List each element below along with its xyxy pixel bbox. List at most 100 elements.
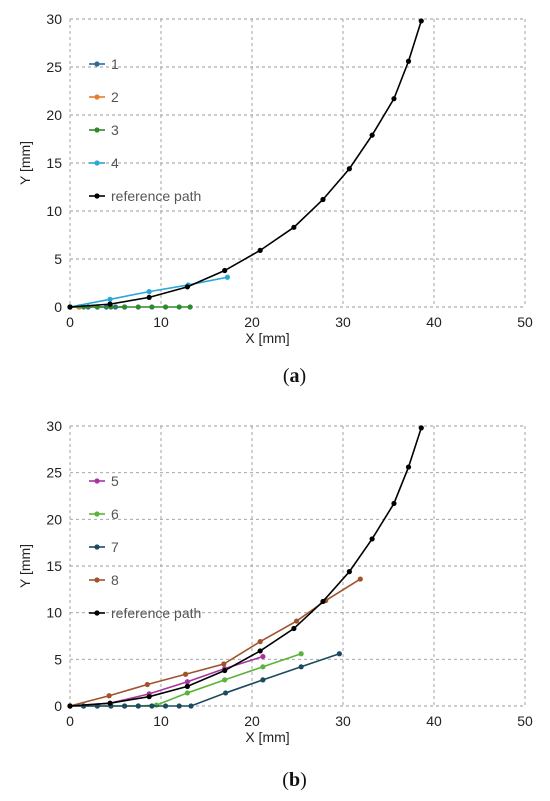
data-point	[223, 690, 229, 696]
y-tick-label: 30	[46, 11, 62, 27]
data-point	[135, 703, 141, 709]
data-point	[224, 274, 231, 280]
data-point	[257, 639, 263, 645]
y-tick-label: 20	[46, 511, 62, 527]
legend-swatch-marker	[94, 127, 100, 133]
data-point	[405, 464, 412, 470]
legend-label: 5	[111, 473, 119, 489]
data-point	[184, 683, 190, 690]
data-point	[146, 289, 152, 295]
x-tick-label: 50	[517, 713, 533, 729]
legend-label: 2	[111, 89, 119, 105]
data-point	[291, 224, 297, 230]
data-point	[260, 677, 266, 683]
y-tick-label: 5	[54, 251, 62, 267]
y-tick-label: 30	[46, 418, 62, 434]
y-axis-title: Y [mm]	[17, 141, 33, 185]
data-point	[188, 703, 194, 709]
x-axis-title: X [mm]	[245, 330, 289, 346]
data-point	[320, 598, 326, 605]
legend-label: 1	[111, 56, 119, 72]
legend-swatch-marker	[94, 544, 100, 550]
y-tick-label: 10	[46, 605, 62, 621]
x-tick-label: 10	[153, 314, 169, 330]
legend-label: 6	[111, 506, 119, 522]
panel-caption: (b)	[282, 769, 306, 791]
y-axis-title: Y [mm]	[17, 544, 33, 588]
data-point	[135, 304, 141, 310]
data-point	[293, 618, 300, 624]
x-tick-label: 30	[335, 314, 351, 330]
data-point	[182, 671, 189, 677]
series-line	[69, 20, 423, 308]
data-point	[149, 304, 155, 310]
y-tick-label: 25	[46, 59, 62, 75]
panel-caption: (a)	[283, 365, 306, 387]
x-tick-label: 30	[335, 713, 351, 729]
x-tick-label: 20	[244, 713, 260, 729]
y-tick-label: 0	[54, 698, 62, 714]
data-point	[176, 304, 182, 310]
data-point	[391, 96, 397, 102]
data-point	[106, 693, 112, 699]
data-point	[67, 703, 73, 709]
data-point	[260, 664, 266, 670]
data-point	[298, 651, 304, 657]
legend-swatch-marker	[94, 61, 100, 67]
chart-panel-b: 0 10 20 30 40 50 0 5 10 15 20 25 30 X [mm] Y [mm] 5 6 7 8 r…	[17, 418, 533, 791]
chart-panel-a: 0 10 20 30 40 50 0 5 10 15 20 25 30 X [mm] Y [mm] 1 2 3 4 r…	[17, 11, 533, 387]
data-point	[184, 690, 190, 696]
x-axis-title: X [mm]	[245, 729, 289, 745]
data-point	[357, 576, 363, 582]
legend-label: 8	[111, 572, 119, 588]
data-point	[221, 661, 227, 667]
legend-swatch-marker	[94, 160, 100, 166]
data-point	[222, 267, 228, 274]
legend-label: 4	[111, 155, 119, 171]
data-point	[184, 284, 190, 290]
data-point	[153, 702, 160, 708]
series-line	[69, 578, 361, 707]
data-point	[146, 294, 152, 300]
data-point	[187, 304, 193, 310]
data-point	[320, 196, 326, 203]
data-point	[257, 247, 263, 253]
x-tick-label: 20	[244, 314, 260, 330]
y-tick-label: 25	[46, 465, 62, 481]
data-point	[184, 679, 190, 685]
data-point	[107, 700, 113, 706]
y-tick-label: 15	[46, 558, 62, 574]
data-point	[146, 694, 152, 700]
data-point	[222, 677, 228, 683]
x-tick-label: 50	[517, 314, 533, 330]
x-tick-label: 40	[426, 314, 442, 330]
data-point	[298, 664, 304, 670]
data-point	[162, 304, 169, 310]
y-tick-label: 0	[54, 299, 62, 315]
legend-swatch-marker	[94, 193, 100, 199]
legend-swatch-marker	[94, 511, 100, 517]
series-line	[70, 652, 302, 707]
data-point	[418, 18, 424, 24]
data-point	[176, 703, 182, 709]
data-point	[107, 296, 113, 302]
data-point	[257, 648, 263, 654]
legend-label: reference path	[111, 605, 201, 621]
legend-swatch-marker	[94, 478, 100, 484]
x-tick-label: 0	[66, 713, 74, 729]
data-point	[67, 304, 73, 310]
data-point	[149, 703, 155, 709]
legend-label: reference path	[111, 188, 201, 204]
legend-swatch-marker	[94, 610, 100, 616]
data-point	[162, 703, 169, 709]
data-point	[260, 653, 266, 660]
legend-label: 3	[111, 122, 119, 138]
data-point	[122, 304, 128, 310]
data-point	[107, 301, 113, 307]
series-line	[69, 427, 423, 707]
data-point	[405, 58, 412, 64]
legend-swatch-marker	[94, 577, 100, 583]
data-point	[391, 500, 397, 507]
data-point	[144, 681, 150, 688]
